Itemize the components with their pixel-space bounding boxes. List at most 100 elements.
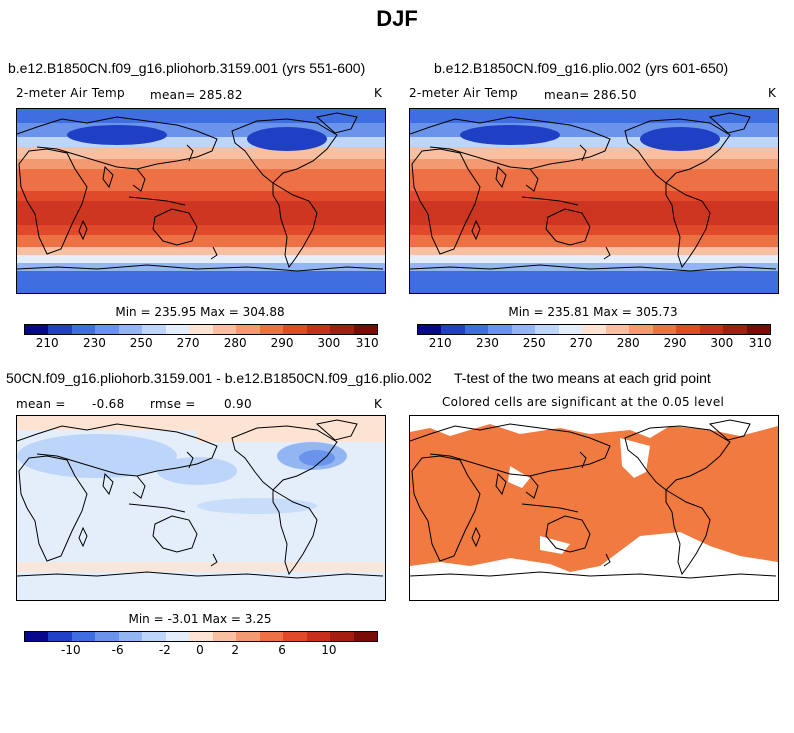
colorbar-3-swatch (118, 632, 143, 641)
colorbar-2-swatch (558, 325, 583, 334)
colorbar-1-swatch (306, 325, 331, 334)
colorbar-3-swatch (306, 632, 331, 641)
colorbar-2-swatch (441, 325, 465, 334)
colorbar-3-swatch (189, 632, 213, 641)
colorbar-3-tick: -2 (158, 643, 171, 657)
colorbar-2 (417, 324, 771, 335)
panel-2-units: K (768, 86, 777, 100)
colorbar-2-swatch (746, 325, 771, 334)
colorbar-1-swatch (236, 325, 260, 334)
colorbar-3-tick: -10 (61, 643, 81, 657)
panel-3-title: 50CN.f09_g16.pliohorb.3159.001 - b.e12.B… (6, 370, 432, 386)
colorbar-1-tick: 270 (176, 336, 200, 350)
panel-2-mean-label: mean= (544, 88, 590, 102)
colorbar-3-tick: 10 (321, 643, 337, 657)
colorbar-1-swatch (353, 325, 378, 334)
colorbar-3-swatch (71, 632, 96, 641)
colorbar-1-swatch (189, 325, 213, 334)
colorbar-3-swatch (212, 632, 237, 641)
colorbar-1-tick: 310 (355, 336, 379, 350)
panel-1-mean-label: mean= (150, 88, 196, 102)
panel-4-subtitle: Colored cells are significant at the 0.0… (442, 395, 725, 409)
colorbar-2-swatch (464, 325, 489, 334)
colorbar-1-swatch (95, 325, 119, 334)
colorbar-3-swatch (165, 632, 190, 641)
colorbar-1-swatch (48, 325, 72, 334)
panel-3-stats: Min = -3.01 Max = 3.25 (128, 612, 272, 626)
colorbar-1-swatch (71, 325, 96, 334)
colorbar-2-swatch (535, 325, 559, 334)
panel-2-mean-value: 286.50 (593, 88, 637, 102)
colorbar-1-swatch (165, 325, 190, 334)
panel-4-map (409, 415, 779, 601)
colorbar-2-swatch (418, 325, 442, 334)
panel-4-title: T-test of the two means at each grid poi… (454, 370, 711, 386)
colorbar-2-swatch (582, 325, 606, 334)
colorbar-1-swatch (142, 325, 166, 334)
colorbar-2-tick: 250 (522, 336, 546, 350)
colorbar-2-swatch (488, 325, 512, 334)
colorbar-1-swatch (259, 325, 284, 334)
colorbar-2-swatch (605, 325, 630, 334)
colorbar-2-swatch (723, 325, 747, 334)
panel-1-mean-value: 285.82 (199, 88, 243, 102)
colorbar-3-swatch (330, 632, 354, 641)
panel-3-mean-label: mean = (16, 397, 66, 411)
colorbar-3-tick: -6 (111, 643, 124, 657)
colorbar-1-tick: 280 (223, 336, 247, 350)
colorbar-1 (24, 324, 378, 335)
panel-2-map (409, 108, 779, 294)
colorbar-2-swatch (511, 325, 536, 334)
colorbar-2-tick: 280 (616, 336, 640, 350)
colorbar-3-swatch (353, 632, 378, 641)
colorbar-1-swatch (283, 325, 307, 334)
panel-3-rmse-value: 0.90 (224, 397, 252, 411)
colorbar-3-swatch (95, 632, 119, 641)
panel-2-stats: Min = 235.81 Max = 305.73 (508, 305, 678, 319)
colorbar-2-tick: 230 (475, 336, 499, 350)
panel-1-map (16, 108, 386, 294)
panel-1-variable: 2-meter Air Temp (16, 86, 125, 100)
colorbar-2-tick: 290 (663, 336, 687, 350)
colorbar-1-tick: 300 (317, 336, 341, 350)
colorbar-3-swatch (25, 632, 49, 641)
colorbar-3-swatch (283, 632, 307, 641)
colorbar-1-swatch (118, 325, 143, 334)
colorbar-3-swatch (236, 632, 260, 641)
colorbar-1-swatch (212, 325, 237, 334)
colorbar-2-swatch (699, 325, 724, 334)
panel-3-rmse-label: rmse = (150, 397, 196, 411)
colorbar-2-tick: 310 (748, 336, 772, 350)
colorbar-1-swatch (25, 325, 49, 334)
panel-1-title: b.e12.B1850CN.f09_g16.pliohorb.3159.001 … (8, 60, 366, 76)
colorbar-2-ticks: 210 230 250 270 280 290 300 310 (417, 336, 772, 350)
colorbar-1-swatch (330, 325, 354, 334)
colorbar-3-ticks: -10 -6 -2 0 2 6 10 (24, 643, 376, 657)
panel-3-map (16, 415, 386, 601)
colorbar-2-swatch (676, 325, 700, 334)
colorbar-3-swatch (48, 632, 72, 641)
colorbar-3-swatch (142, 632, 166, 641)
colorbar-1-tick: 250 (129, 336, 153, 350)
colorbar-3-tick: 0 (196, 643, 204, 657)
colorbar-2-swatch (652, 325, 677, 334)
colorbar-1-ticks: 210 230 250 270 280 290 300 310 (24, 336, 379, 350)
panel-2-title: b.e12.B1850CN.f09_g16.plio.002 (yrs 601-… (434, 60, 729, 76)
colorbar-3-swatch (259, 632, 284, 641)
colorbar-1-tick: 210 (35, 336, 59, 350)
colorbar-2-tick: 210 (428, 336, 452, 350)
colorbar-3 (24, 631, 378, 642)
colorbar-1-tick: 290 (270, 336, 294, 350)
colorbar-3-tick: 6 (278, 643, 286, 657)
colorbar-2-tick: 300 (710, 336, 734, 350)
panel-1-units: K (374, 86, 383, 100)
colorbar-1-tick: 230 (82, 336, 106, 350)
panel-3-units: K (374, 397, 383, 411)
figure-title: DJF (376, 6, 418, 31)
colorbar-2-tick: 270 (569, 336, 593, 350)
panel-1-stats: Min = 235.95 Max = 304.88 (115, 305, 285, 319)
colorbar-2-swatch (629, 325, 653, 334)
panel-2-variable: 2-meter Air Temp (409, 86, 518, 100)
colorbar-3-tick: 2 (231, 643, 240, 657)
panel-3-mean-value: -0.68 (92, 397, 125, 411)
